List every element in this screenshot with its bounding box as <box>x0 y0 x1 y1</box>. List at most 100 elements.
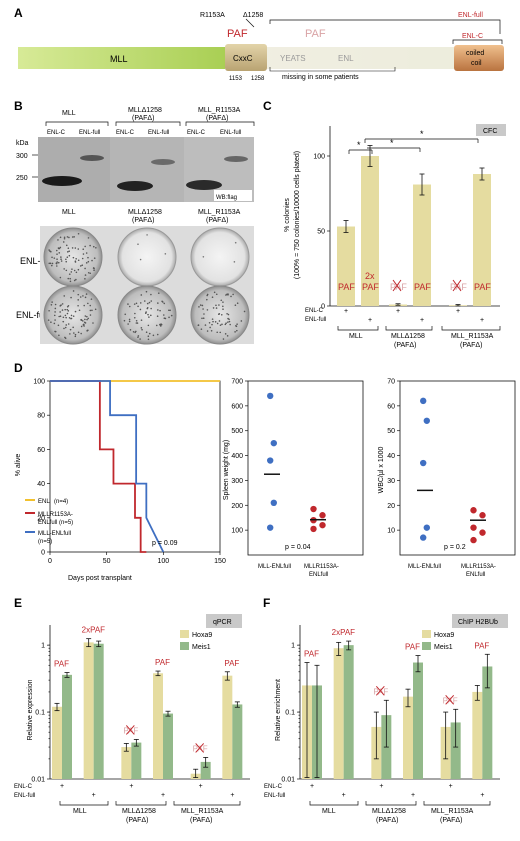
c-plus: + <box>480 317 484 324</box>
colony-dot <box>54 319 56 321</box>
colony-dot <box>133 316 136 319</box>
colony-dot <box>202 308 204 310</box>
log-ytick-label: 0.1 <box>35 710 45 717</box>
colony-dot <box>77 259 80 262</box>
colony-dot <box>62 316 65 319</box>
sig-star-1: * <box>357 140 361 150</box>
colony-dot <box>156 333 159 336</box>
colony-dot <box>148 301 151 304</box>
colony-dot <box>73 236 75 238</box>
band-mll-enlfull <box>80 155 104 161</box>
colony-dot <box>222 338 225 340</box>
lane-6: ENL-full <box>220 130 241 136</box>
colony-dot <box>146 302 149 305</box>
colony-dot <box>146 307 149 309</box>
colony-dot <box>150 293 152 296</box>
dot-ytick-label: 700 <box>231 379 243 386</box>
colony-dot <box>64 337 67 340</box>
colony-dot <box>146 234 148 236</box>
c-ytick-label: 100 <box>313 154 325 161</box>
spleen-ylabel: Spleen weight (mg) <box>223 440 230 500</box>
e-ylabel: Relative expression <box>27 679 34 740</box>
colony-dot <box>128 318 131 321</box>
c-paf-cross <box>452 279 462 292</box>
c-plus: + <box>344 308 348 315</box>
log-plus: + <box>161 792 165 799</box>
dot-ytick-label: 400 <box>231 453 243 460</box>
log-bar <box>131 742 142 779</box>
colony-dot <box>206 298 208 301</box>
colony-dot <box>68 254 71 257</box>
log-plus: + <box>411 792 415 799</box>
log-bar <box>93 643 104 779</box>
log-bar <box>153 673 163 779</box>
km-ytick-label: 0 <box>41 550 45 557</box>
colony-dot <box>50 304 53 306</box>
plate-d1258-enlc <box>117 227 177 287</box>
colony-dot <box>147 324 150 327</box>
colony-dot <box>80 318 83 321</box>
kda-300: 300 <box>16 153 28 160</box>
colony-dot <box>168 309 170 312</box>
colony-dot <box>136 322 139 324</box>
colony-dot <box>56 261 59 263</box>
colony-dot <box>72 315 75 317</box>
colony-dot <box>222 301 224 303</box>
colony-dot <box>164 253 167 255</box>
colony-dot <box>135 319 138 322</box>
cfc-badge-text: CFC <box>483 128 497 135</box>
colony-dot <box>216 322 219 325</box>
colony-dot <box>135 302 138 305</box>
colony-dot <box>221 323 223 326</box>
colony-dot <box>203 313 205 315</box>
band-d1258-enlfull <box>151 159 175 165</box>
km-p: p = 0.09 <box>152 540 178 547</box>
plate-r1153a-enlfull <box>190 285 250 345</box>
enl-label: ENL <box>338 54 354 63</box>
colony-dot <box>85 262 88 264</box>
f-legend-meis1: Meis1 <box>434 644 453 651</box>
spleen-p: p = 0.04 <box>285 544 311 551</box>
log-plus: + <box>92 792 96 799</box>
plate-group-2: MLLΔ1258 <box>128 209 162 216</box>
plate-row-2: ENL-full <box>16 310 48 320</box>
colony-dot <box>60 304 62 306</box>
colony-dot <box>212 320 214 323</box>
colony-dot <box>83 304 86 307</box>
colony-dot <box>73 332 75 334</box>
colony-dot <box>220 299 223 302</box>
colony-dot <box>93 257 96 259</box>
colony-dot <box>72 326 74 329</box>
colony-dot <box>60 260 63 262</box>
colony-dot <box>86 329 89 332</box>
colony-dot <box>73 269 76 272</box>
pos-1153: 1153 <box>229 76 243 82</box>
colony-dot <box>70 314 73 317</box>
log-bar <box>472 691 483 779</box>
dot-ytick-label: 20 <box>387 503 395 510</box>
colony-dot <box>84 318 86 321</box>
dot-point <box>420 534 427 541</box>
colony-dot <box>152 334 155 337</box>
log-paf-cross <box>125 725 135 735</box>
panel-c-group-3-sub: (PAFΔ) <box>460 342 482 349</box>
colony-dot <box>217 313 220 316</box>
colony-dot <box>218 304 220 306</box>
colony-dot <box>82 320 84 322</box>
km-ytick-label: 100 <box>33 379 45 386</box>
log-paf: PAF <box>474 641 489 650</box>
panel-c-group-2-sub: (PAFΔ) <box>394 342 416 349</box>
dot-point <box>420 397 427 405</box>
km-axes: 0 20 40 60 80 100 0 50 100 150 <box>33 379 226 566</box>
f-group-2: MLLΔ1258 <box>372 808 406 815</box>
colony-dot <box>89 244 91 247</box>
colony-dot <box>147 313 149 316</box>
colony-dot <box>198 306 200 308</box>
log-bar <box>163 713 173 779</box>
colony-dot <box>137 305 139 308</box>
log-paf-cross <box>375 685 385 696</box>
log-bar <box>403 696 413 779</box>
e-legend-meis1: Meis1 <box>192 644 211 651</box>
legend-r1153a-n: ENLfull (n=5) <box>38 520 73 526</box>
c-bar <box>473 174 491 306</box>
